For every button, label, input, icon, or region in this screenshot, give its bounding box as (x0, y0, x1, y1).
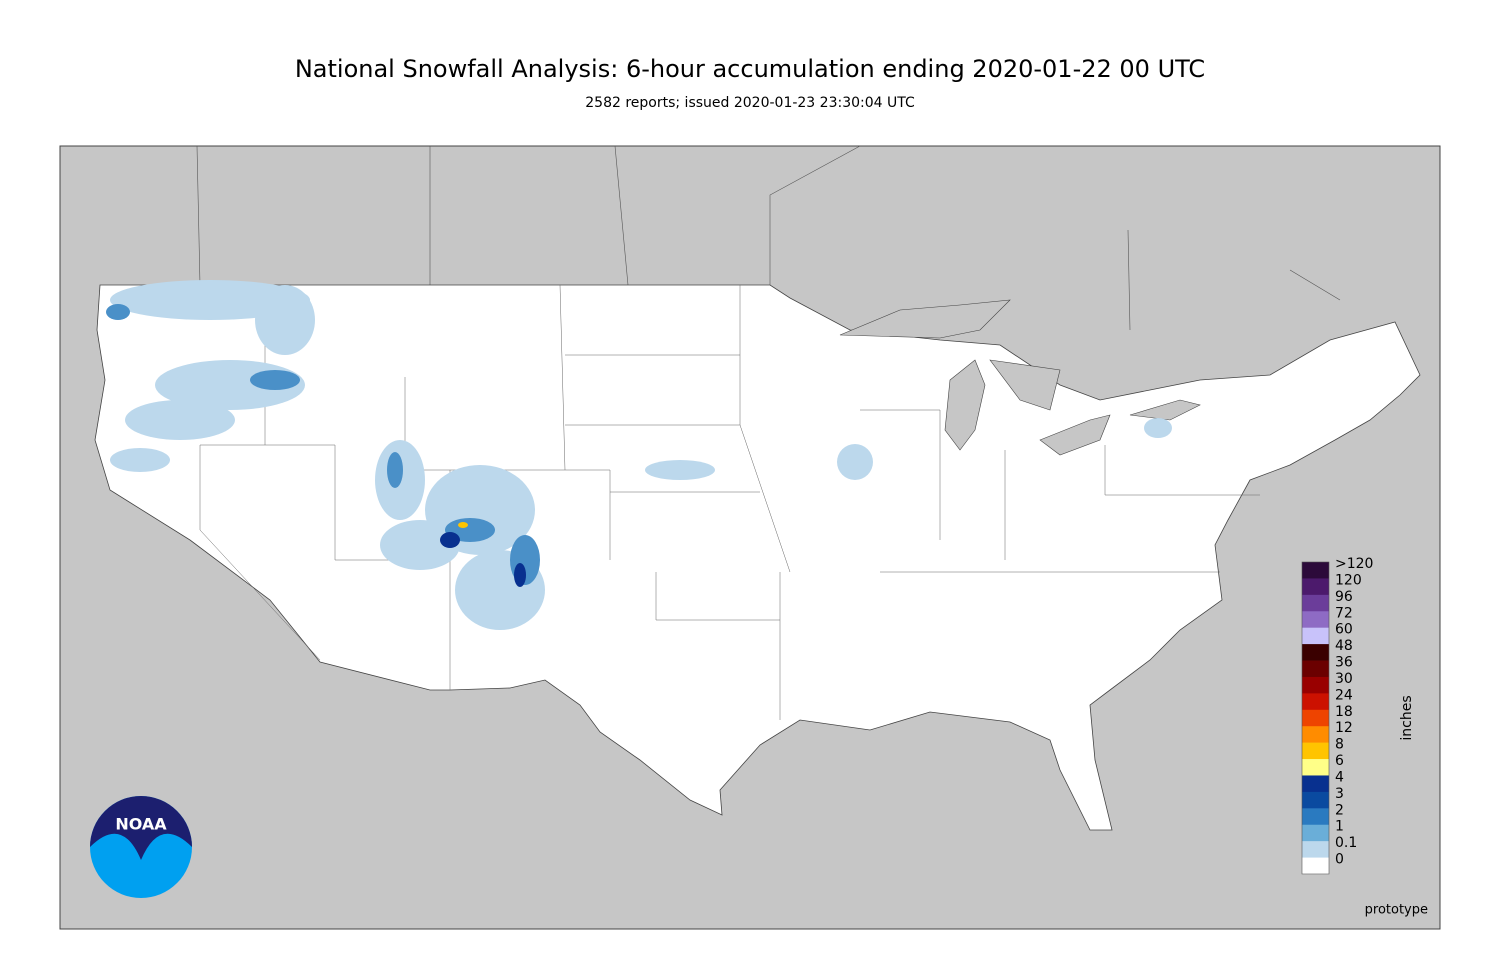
legend-label: 0.1 (1335, 835, 1357, 851)
legend-label: 72 (1335, 605, 1353, 621)
legend-label: 12 (1335, 720, 1353, 736)
legend-label: 30 (1335, 671, 1353, 687)
legend-label: 2 (1335, 802, 1344, 818)
note: prototype (1365, 903, 1428, 918)
legend-swatch (1302, 644, 1329, 661)
legend-swatch (1302, 775, 1329, 793)
legend-label: 48 (1335, 638, 1353, 654)
legend-frame (1301, 561, 1330, 875)
legend-swatch (1302, 726, 1329, 743)
logo-text: NOAA (115, 815, 167, 834)
legend-swatch (1302, 841, 1329, 858)
canada-borders (196, 145, 1341, 331)
legend-label: 96 (1335, 589, 1353, 605)
legend-label: 4 (1335, 769, 1344, 785)
title: National Snowfall Analysis: 6-hour accum… (295, 55, 1205, 83)
legend-label: 6 (1335, 753, 1344, 769)
map (59, 145, 1441, 930)
legend-label: 1 (1335, 819, 1344, 835)
legend-swatch (1302, 594, 1329, 612)
snowfall-max (440, 532, 526, 587)
legend-swatch (1302, 759, 1329, 776)
legend-label: 60 (1335, 622, 1353, 638)
legend-label: 3 (1335, 786, 1344, 802)
legend-swatch (1302, 693, 1329, 711)
legend-swatch (1302, 611, 1329, 628)
legend-swatch (1302, 562, 1329, 579)
legend-label: 0 (1335, 852, 1344, 868)
legend-label: 36 (1335, 655, 1353, 671)
noaa-logo: NOAA (90, 796, 192, 898)
snowfall-peak (458, 522, 468, 528)
legend-label: >120 (1335, 556, 1373, 572)
legend-unit: inches (1399, 695, 1415, 740)
legend-swatch (1302, 808, 1329, 826)
legend-swatch (1302, 857, 1329, 875)
legend-swatch (1302, 742, 1329, 760)
great-lakes (839, 299, 1201, 456)
subtitle: 2582 reports; issued 2020-01-23 23:30:04… (585, 95, 915, 111)
legend-label: 18 (1335, 704, 1353, 720)
legend-label: 8 (1335, 737, 1344, 753)
legend-swatch (1302, 676, 1329, 694)
legend-swatch (1302, 627, 1329, 645)
legend-swatch (1302, 791, 1329, 809)
snowfall-heavy (106, 304, 540, 585)
legend-swatch (1302, 709, 1329, 727)
legend-swatch (1302, 660, 1329, 678)
legend-swatch (1302, 578, 1329, 596)
legend-label: 24 (1335, 687, 1353, 703)
legend-swatch (1302, 824, 1329, 842)
legend-label: 120 (1335, 572, 1362, 588)
